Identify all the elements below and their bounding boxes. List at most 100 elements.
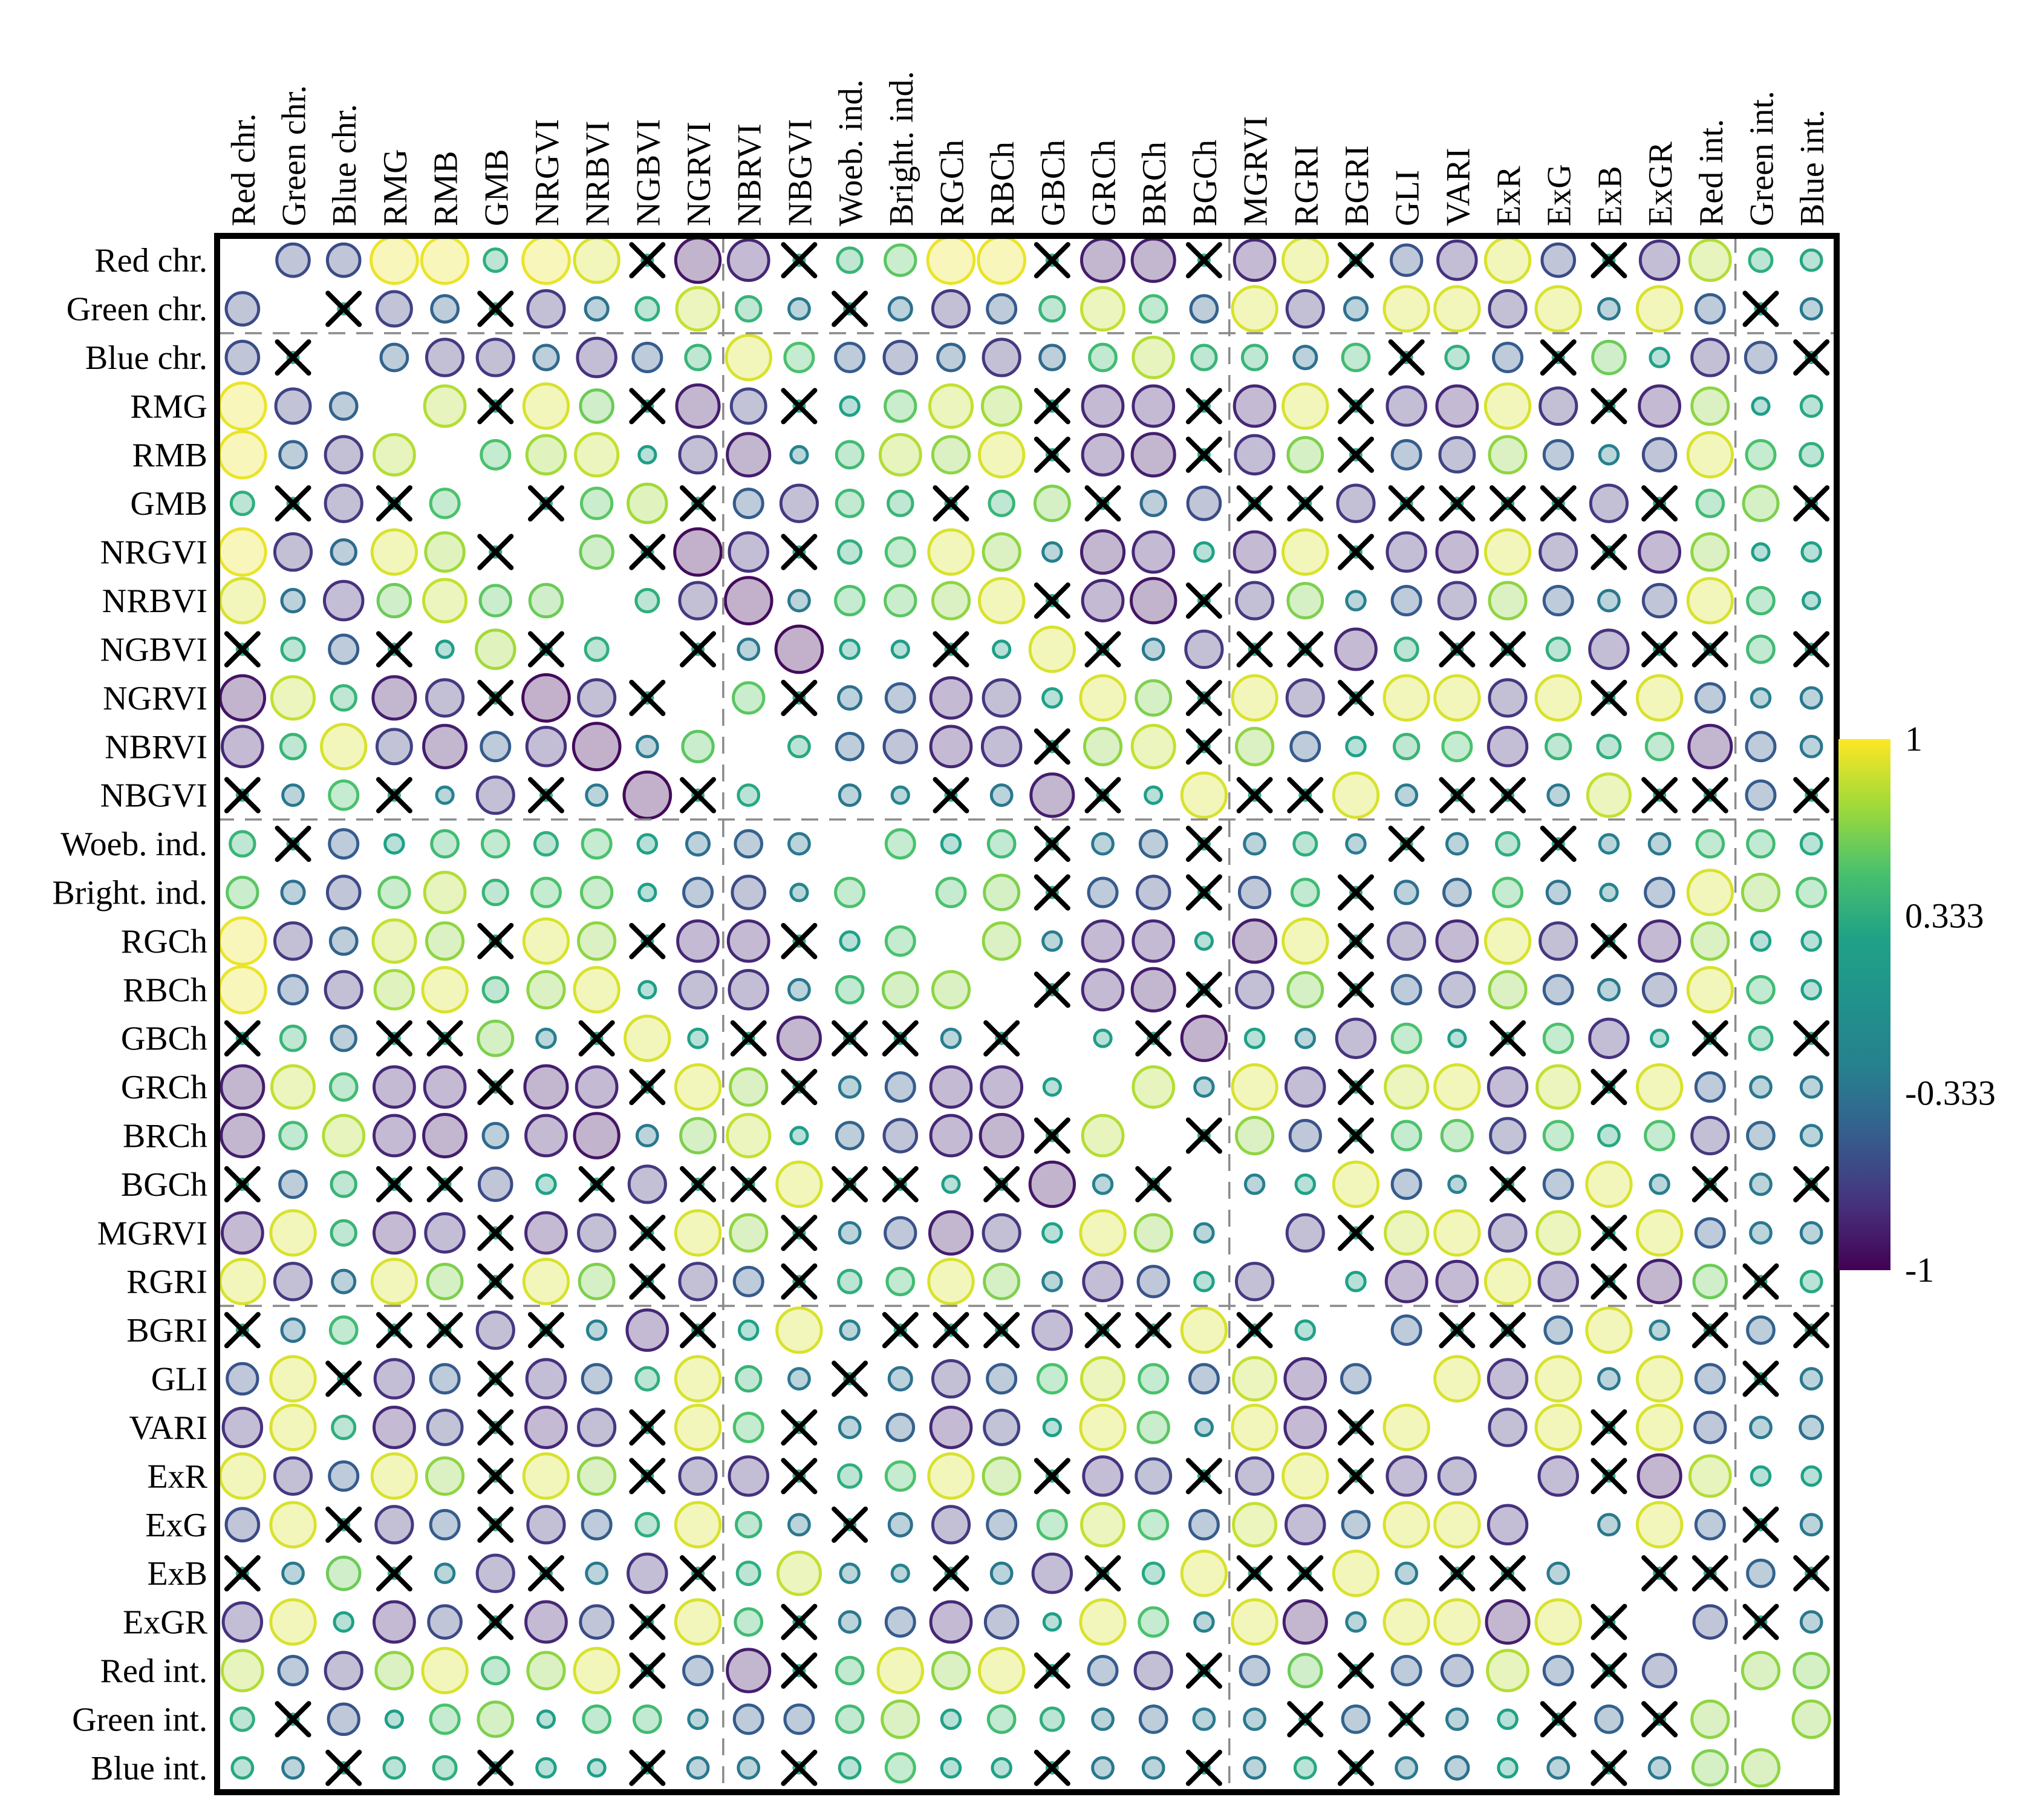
matrix-cell-x [1084,631,1121,668]
matrix-cell-circle [838,1610,862,1634]
matrix-cell-x [1490,485,1526,522]
matrix-cell-x [477,388,514,425]
matrix-cell-circle [373,1065,416,1109]
matrix-cell-circle [269,1501,317,1548]
matrix-cell-circle [1080,237,1126,283]
matrix-cell-circle [421,1646,469,1695]
matrix-cell-x [1388,485,1425,522]
matrix-cell-x [527,485,564,522]
row-label: Blue int. [91,1750,207,1787]
matrix-cell-circle [1647,832,1672,856]
matrix-cell-circle [423,870,467,915]
row-label: GMB [130,485,207,523]
matrix-cell-circle [1286,971,1324,1009]
matrix-cell-circle [884,1071,916,1103]
col-label: ExB [1591,166,1629,226]
matrix-cell-circle [678,581,718,621]
matrix-cell-circle [1690,921,1730,961]
matrix-cell-circle [331,1268,357,1294]
matrix-cell-circle [929,676,973,720]
matrix-cell-circle [1288,1118,1322,1153]
col-label: NRBVI [579,121,617,226]
matrix-cell-circle [1130,967,1176,1013]
matrix-cell-circle [1091,1707,1115,1731]
matrix-cell-circle [384,1709,405,1729]
matrix-cell-circle [377,875,411,910]
matrix-cell-circle [426,1409,464,1446]
matrix-cell-x [1388,1701,1425,1738]
matrix-cell-circle [480,439,512,471]
matrix-cell-circle [687,1027,709,1049]
matrix-cell-circle [1746,1315,1776,1345]
matrix-cell-x [1591,388,1627,425]
matrix-cell-circle [1144,785,1164,805]
matrix-cell-circle [1294,1027,1317,1049]
col-label: BGCh [1187,140,1224,226]
matrix-cell-x [1641,1701,1678,1738]
matrix-cell-circle [1281,917,1329,965]
matrix-cell-x [1742,1360,1779,1397]
matrix-cell-circle [1345,1270,1367,1293]
matrix-cell-circle [429,1703,461,1735]
matrix-cell-circle [1638,384,1681,428]
matrix-cell-circle [676,919,720,963]
matrix-cell-circle [989,1561,1014,1585]
matrix-cell-circle [584,296,610,322]
matrix-cell-circle [732,1411,764,1443]
matrix-cell-circle [632,1704,662,1734]
matrix-cell-circle [1690,386,1730,426]
matrix-cell-circle [1535,1210,1581,1256]
matrix-cell-circle [373,969,415,1011]
matrix-cell-circle [1390,1168,1422,1200]
matrix-cell-circle [1287,1652,1323,1689]
matrix-cell-circle [1141,1561,1165,1585]
matrix-cell-circle [480,829,510,859]
matrix-cell-circle [475,1553,515,1593]
matrix-cell-circle [373,432,416,477]
matrix-cell-x [1337,1215,1374,1251]
matrix-cell-circle [1744,341,1778,374]
matrix-cell-circle [1079,674,1127,722]
matrix-cell-x [680,485,717,522]
matrix-cell-circle [674,236,722,284]
matrix-cell-circle [425,338,465,377]
row-label: ExB [147,1555,207,1593]
row-label: GLI [151,1361,207,1398]
matrix-cell-circle [1597,977,1621,1002]
matrix-cell-x [933,485,969,522]
matrix-cell-circle [217,916,267,966]
matrix-cell-circle [526,289,566,329]
matrix-cell-circle [1031,1309,1073,1351]
matrix-cell-circle [789,882,809,902]
matrix-cell-circle [1534,285,1582,333]
matrix-cell-x [1793,1555,1830,1592]
matrix-cell-circle [1497,1708,1519,1730]
col-label: NBGVI [781,119,819,226]
matrix-cell-x [1591,1652,1627,1689]
row-label: NBGVI [100,777,207,815]
matrix-cell-circle [1598,444,1620,466]
matrix-cell-circle [1384,1064,1430,1110]
matrix-cell-x [1490,1555,1526,1592]
colorbar-tick: 1 [1905,719,1923,758]
matrix-cell-circle [1688,1454,1732,1498]
matrix-cell-circle [535,1757,557,1779]
matrix-cell-circle [1596,734,1622,760]
matrix-cell-circle [1382,1403,1430,1452]
matrix-cell-x [781,533,818,570]
matrix-cell-x [376,485,412,522]
matrix-cell-circle [1136,1411,1170,1444]
matrix-cell-circle [1028,1160,1076,1208]
matrix-cell-circle [229,1706,255,1732]
col-label: RMB [428,151,465,227]
matrix-cell-x [1337,533,1374,570]
matrix-cell-circle [1132,530,1176,574]
matrix-cell-circle [325,875,362,910]
matrix-cell-x [1591,533,1627,570]
matrix-cell-circle [526,1651,566,1691]
matrix-cell-x [1135,1020,1172,1057]
matrix-cell-circle [1751,542,1771,562]
col-label: MGRVI [1237,116,1275,226]
row-label: NBRVI [105,728,207,766]
matrix-cell-circle [839,930,861,952]
